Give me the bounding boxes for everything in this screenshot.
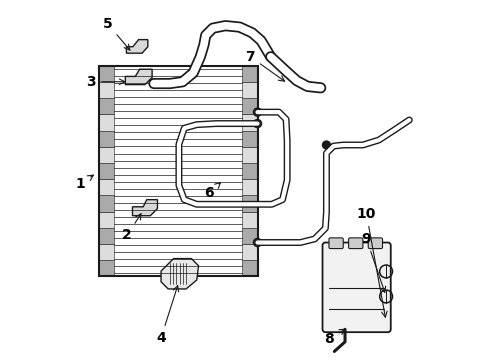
- Bar: [243, 163, 258, 179]
- Bar: [243, 212, 258, 228]
- Bar: [98, 131, 114, 147]
- Text: 1: 1: [76, 175, 94, 190]
- Circle shape: [322, 140, 331, 150]
- FancyBboxPatch shape: [329, 238, 343, 249]
- Bar: [98, 260, 114, 276]
- Bar: [243, 228, 258, 244]
- Text: 2: 2: [122, 214, 141, 242]
- Bar: [98, 147, 114, 163]
- Polygon shape: [126, 40, 148, 53]
- Text: 4: 4: [156, 285, 179, 345]
- Bar: [243, 244, 258, 260]
- FancyBboxPatch shape: [322, 243, 391, 332]
- Bar: [98, 163, 114, 179]
- Bar: [98, 82, 114, 98]
- Polygon shape: [161, 258, 198, 289]
- Bar: [243, 147, 258, 163]
- Text: 3: 3: [87, 75, 125, 89]
- Text: 8: 8: [324, 329, 345, 346]
- Bar: [243, 131, 258, 147]
- Bar: [243, 82, 258, 98]
- Text: 7: 7: [245, 50, 285, 81]
- Bar: [243, 179, 258, 195]
- Text: 10: 10: [357, 207, 387, 317]
- Bar: [98, 212, 114, 228]
- Polygon shape: [132, 200, 157, 216]
- Bar: [98, 98, 114, 114]
- Bar: [243, 98, 258, 114]
- Bar: [98, 114, 114, 131]
- Bar: [243, 114, 258, 131]
- Bar: [243, 260, 258, 276]
- Bar: [98, 244, 114, 260]
- Bar: [243, 195, 258, 212]
- Text: 5: 5: [102, 17, 130, 50]
- Text: 9: 9: [362, 232, 386, 292]
- Bar: [98, 179, 114, 195]
- Bar: [98, 195, 114, 212]
- FancyBboxPatch shape: [368, 238, 383, 249]
- FancyBboxPatch shape: [348, 238, 363, 249]
- Bar: [243, 66, 258, 82]
- Text: 6: 6: [204, 183, 220, 199]
- Bar: [98, 66, 258, 276]
- Bar: [98, 66, 114, 82]
- Bar: [98, 228, 114, 244]
- Polygon shape: [125, 69, 152, 85]
